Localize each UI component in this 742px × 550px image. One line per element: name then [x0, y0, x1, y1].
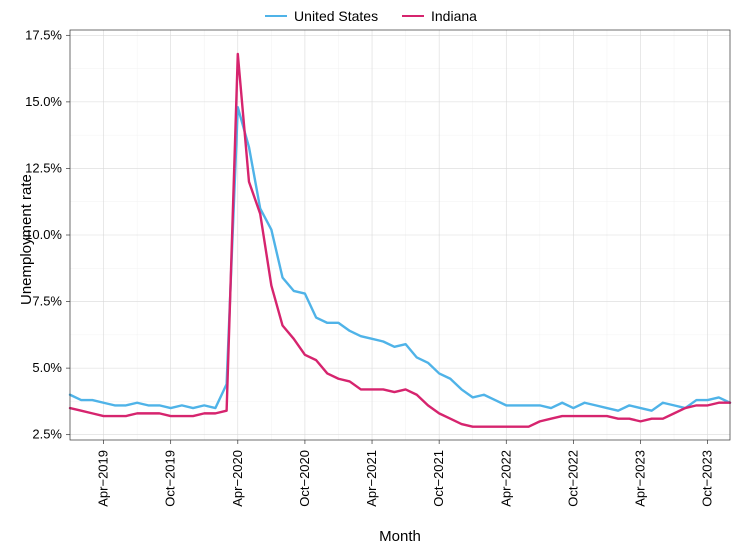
svg-text:17.5%: 17.5% — [25, 27, 62, 42]
unemployment-chart: United States Indiana Unemployment rate … — [0, 0, 742, 550]
y-axis-title: Unemployment rate — [18, 174, 35, 305]
legend-swatch-in — [402, 15, 424, 17]
x-axis-title: Month — [70, 528, 730, 545]
legend-item-in: Indiana — [402, 8, 477, 24]
svg-text:Oct−2021: Oct−2021 — [431, 450, 446, 507]
svg-text:Apr−2020: Apr−2020 — [230, 450, 245, 507]
svg-text:Apr−2023: Apr−2023 — [633, 450, 648, 507]
legend: United States Indiana — [0, 4, 742, 24]
svg-text:5.0%: 5.0% — [32, 360, 62, 375]
svg-text:Oct−2023: Oct−2023 — [700, 450, 715, 507]
legend-swatch-us — [265, 15, 287, 17]
svg-text:Apr−2022: Apr−2022 — [498, 450, 513, 507]
svg-text:Apr−2021: Apr−2021 — [364, 450, 379, 507]
svg-text:Apr−2019: Apr−2019 — [96, 450, 111, 507]
legend-label-us: United States — [294, 8, 378, 24]
svg-text:Oct−2022: Oct−2022 — [565, 450, 580, 507]
svg-text:Oct−2019: Oct−2019 — [163, 450, 178, 507]
legend-item-us: United States — [265, 8, 378, 24]
svg-text:7.5%: 7.5% — [32, 294, 62, 309]
legend-label-in: Indiana — [431, 8, 477, 24]
svg-text:15.0%: 15.0% — [25, 94, 62, 109]
plot-area: 2.5%5.0%7.5%10.0%12.5%15.0%17.5%Apr−2019… — [0, 0, 742, 550]
svg-text:Oct−2020: Oct−2020 — [297, 450, 312, 507]
svg-text:2.5%: 2.5% — [32, 427, 62, 442]
